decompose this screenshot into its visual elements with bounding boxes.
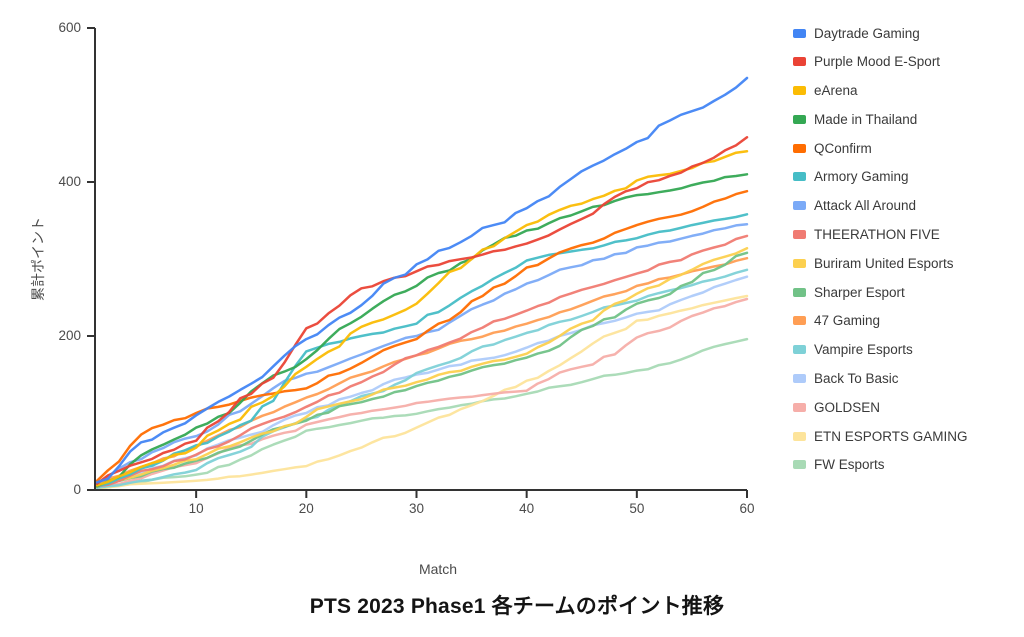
- y-axis-title: 累計ポイント: [30, 217, 46, 301]
- legend-swatch: [793, 258, 806, 268]
- legend-item: Sharper Esport: [793, 283, 968, 301]
- series-line: [95, 76, 749, 484]
- legend-swatch: [793, 345, 806, 355]
- axis-spines: [94, 28, 747, 491]
- legend-item: QConfirm: [793, 139, 968, 157]
- series-line: [95, 234, 749, 488]
- x-tick-label: 10: [188, 501, 204, 516]
- legend-swatch: [793, 172, 806, 182]
- legend-label: Back To Basic: [814, 371, 899, 387]
- legend-item: eArena: [793, 82, 968, 100]
- legend-label: Purple Mood E-Sport: [814, 54, 941, 70]
- series-line: [95, 268, 749, 489]
- legend-item: Armory Gaming: [793, 168, 968, 186]
- x-tick-label: 50: [629, 501, 645, 516]
- legend-label: Sharper Esport: [814, 284, 905, 300]
- legend-item: Attack All Around: [793, 197, 968, 215]
- x-tick-label: 30: [408, 501, 424, 516]
- x-tick-label: 60: [739, 501, 755, 516]
- legend-item: Buriram United Esports: [793, 254, 968, 272]
- legend-swatch: [793, 287, 806, 297]
- legend-label: 47 Gaming: [814, 313, 881, 329]
- series-line: [95, 136, 749, 486]
- legend-swatch: [793, 114, 806, 124]
- series-line: [95, 213, 749, 488]
- legend-label: eArena: [814, 83, 858, 99]
- legend-item: ETN ESPORTS GAMING: [793, 427, 968, 445]
- legend-label: Attack All Around: [814, 198, 917, 214]
- legend-swatch: [793, 143, 806, 153]
- legend-swatch: [793, 316, 806, 326]
- series-line: [95, 337, 749, 490]
- legend-label: Armory Gaming: [814, 169, 909, 185]
- legend-label: Made in Thailand: [814, 111, 918, 127]
- legend-swatch: [793, 402, 806, 412]
- legend-swatch: [793, 57, 806, 67]
- legend-item: Made in Thailand: [793, 110, 968, 128]
- legend-label: FW Esports: [814, 457, 885, 473]
- legend-swatch: [793, 201, 806, 211]
- series-line: [95, 294, 749, 490]
- legend-item: GOLDSEN: [793, 398, 968, 416]
- legend-swatch: [793, 460, 806, 470]
- legend-swatch: [793, 230, 806, 240]
- legend-label: Daytrade Gaming: [814, 25, 920, 41]
- legend-item: THEERATHON FIVE: [793, 226, 968, 244]
- legend-item: Daytrade Gaming: [793, 24, 968, 42]
- legend: Daytrade Gaming Purple Mood E-Sport eArena…: [793, 24, 968, 474]
- legend-label: Buriram United Esports: [814, 255, 954, 271]
- series-line: [95, 173, 749, 488]
- x-axis-title: Match: [418, 561, 458, 577]
- legend-item: Back To Basic: [793, 370, 968, 388]
- y-tick-label: 0: [73, 482, 81, 497]
- x-tick-label: 40: [519, 501, 535, 516]
- legend-item: 47 Gaming: [793, 312, 968, 330]
- legend-item: Purple Mood E-Sport: [793, 53, 968, 71]
- y-tick-label: 600: [58, 20, 81, 35]
- series-line: [95, 149, 749, 487]
- legend-swatch: [793, 431, 806, 441]
- y-tick-label: 400: [58, 174, 81, 189]
- legend-item: Vampire Esports: [793, 341, 968, 359]
- y-tick-label: 200: [58, 328, 81, 343]
- legend-label: ETN ESPORTS GAMING: [814, 428, 968, 444]
- legend-label: QConfirm: [814, 140, 872, 156]
- chart-title: PTS 2023 Phase1 各チームのポイント推移: [309, 595, 725, 618]
- legend-swatch: [793, 28, 806, 38]
- series-line: [95, 251, 749, 489]
- legend-label: THEERATHON FIVE: [814, 227, 940, 243]
- legend-label: GOLDSEN: [814, 399, 881, 415]
- legend-swatch: [793, 374, 806, 384]
- legend-item: FW Esports: [793, 456, 968, 474]
- series-line: [95, 246, 749, 488]
- legend-swatch: [793, 86, 806, 96]
- x-tick-label: 20: [298, 501, 314, 516]
- legend-label: Vampire Esports: [814, 342, 913, 358]
